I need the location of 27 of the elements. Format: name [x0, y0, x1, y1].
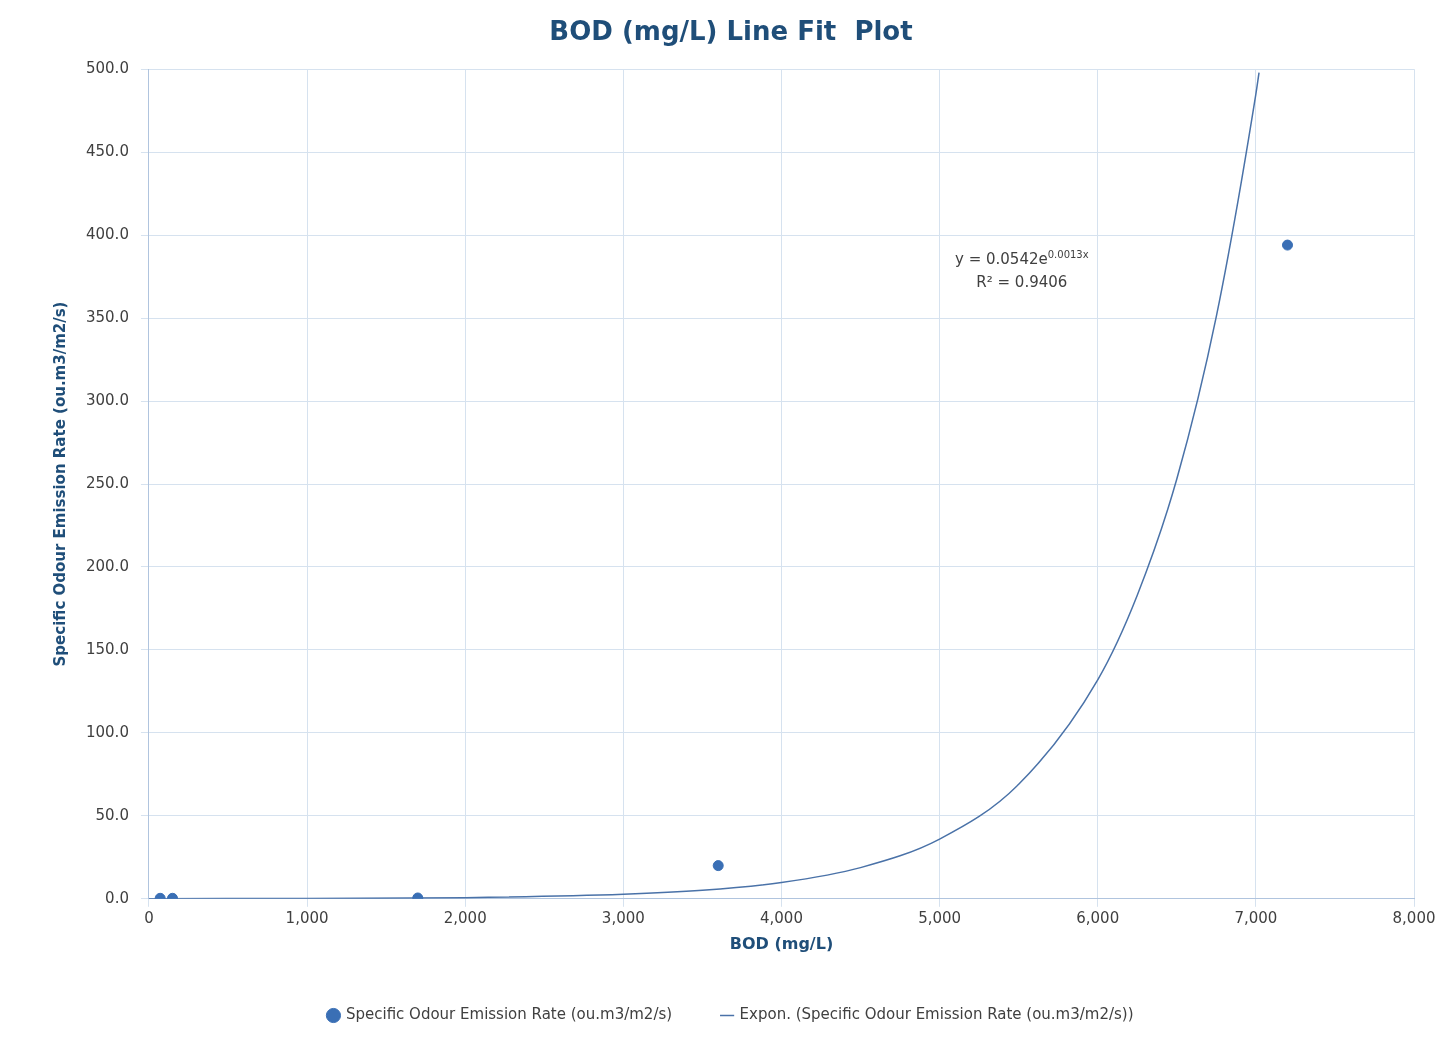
x-tick-label: 5,000 [918, 908, 962, 927]
x-tick-label: 0 [144, 908, 154, 927]
x-tick-label: 6,000 [1076, 908, 1120, 927]
y-tick-label: 250.0 [85, 473, 129, 492]
x-tick-label: 8,000 [1392, 908, 1436, 927]
x-axis-title: BOD (mg/L) [729, 933, 834, 953]
y-tick-label: 0.0 [105, 888, 129, 907]
y-axis-title: Specific Odour Emission Rate (ou.m3/m2/s) [50, 301, 69, 667]
chart-title: BOD (mg/L) Line Fit Plot [549, 16, 913, 47]
y-tick-label: 200.0 [85, 556, 129, 575]
y-tick-label: 150.0 [85, 639, 129, 658]
y-tick-label: 100.0 [85, 722, 129, 741]
annotation: R² = 0.9406 [976, 273, 1068, 292]
y-tick-label: 400.0 [85, 225, 129, 244]
point [1281, 239, 1293, 251]
y-tick-label: 450.0 [85, 142, 129, 161]
x-tick-label: 7,000 [1234, 908, 1278, 927]
y-tick-label: 300.0 [85, 390, 129, 409]
x-tick-label: 3,000 [601, 908, 645, 927]
x-tick-label: 2,000 [443, 908, 487, 927]
x-tick-label: 1,000 [285, 908, 329, 927]
y-tick-label: 50.0 [95, 805, 129, 824]
legend-label: Expon. (Specific Odour Emission Rate (ou.m3/m2/s)) [739, 1005, 1134, 1024]
y-tick-label: 350.0 [85, 307, 129, 326]
legend-label: Specific Odour Emission Rate (ou.m3/m2/s) [345, 1005, 673, 1024]
x-tick-label: 4,000 [759, 908, 803, 927]
y-tick-label: 500.0 [85, 59, 129, 78]
